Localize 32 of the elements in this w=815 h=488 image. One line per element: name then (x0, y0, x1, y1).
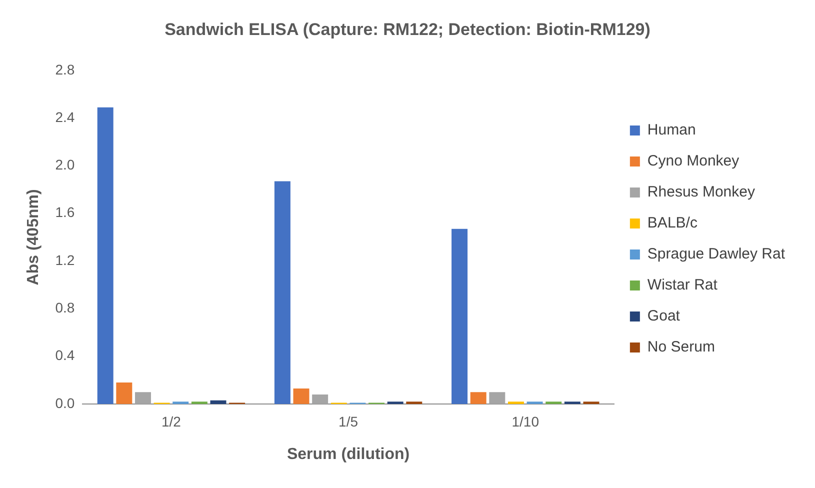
y-axis-title: Abs (405nm) (25, 189, 42, 286)
legend-label: No Serum (647, 338, 715, 356)
y-tick-label: 2.4 (55, 108, 75, 125)
legend-label: Sprague Dawley Rat (647, 246, 786, 263)
chart-title: Sandwich ELISA (Capture: RM122; Detection: Biotin-RM129) (164, 20, 650, 39)
bar (274, 181, 290, 404)
y-tick-label: 1.6 (55, 204, 75, 220)
bar (312, 394, 328, 404)
legend-label: Rhesus Monkey (647, 184, 756, 201)
y-tick-label: 0.8 (55, 300, 75, 316)
legend-label: Wistar Rat (647, 276, 718, 294)
legend-label: Goat (647, 308, 681, 325)
y-tick-label: 0.4 (55, 347, 75, 364)
y-tick-label: 2.0 (55, 156, 75, 173)
bar (134, 392, 151, 404)
legend-label: BALB/c (647, 214, 698, 232)
x-tick-label: 1/10 (512, 413, 540, 430)
y-tick-label: 2.8 (55, 61, 75, 78)
x-tick-label: 1/5 (338, 413, 358, 430)
legend-label: Cyno Monkey (647, 152, 740, 170)
legend-label: Human (647, 122, 696, 139)
bar (489, 392, 506, 404)
bar (210, 400, 226, 404)
bar (97, 107, 114, 404)
bar (470, 392, 486, 404)
y-tick-label: 1.2 (55, 252, 75, 268)
x-tick-label: 1/2 (161, 413, 182, 430)
bar (293, 388, 310, 404)
bar (116, 382, 132, 404)
bar (452, 228, 468, 404)
x-axis-title: Serum (dilution) (286, 446, 410, 463)
y-tick-label: 0.0 (55, 394, 75, 411)
